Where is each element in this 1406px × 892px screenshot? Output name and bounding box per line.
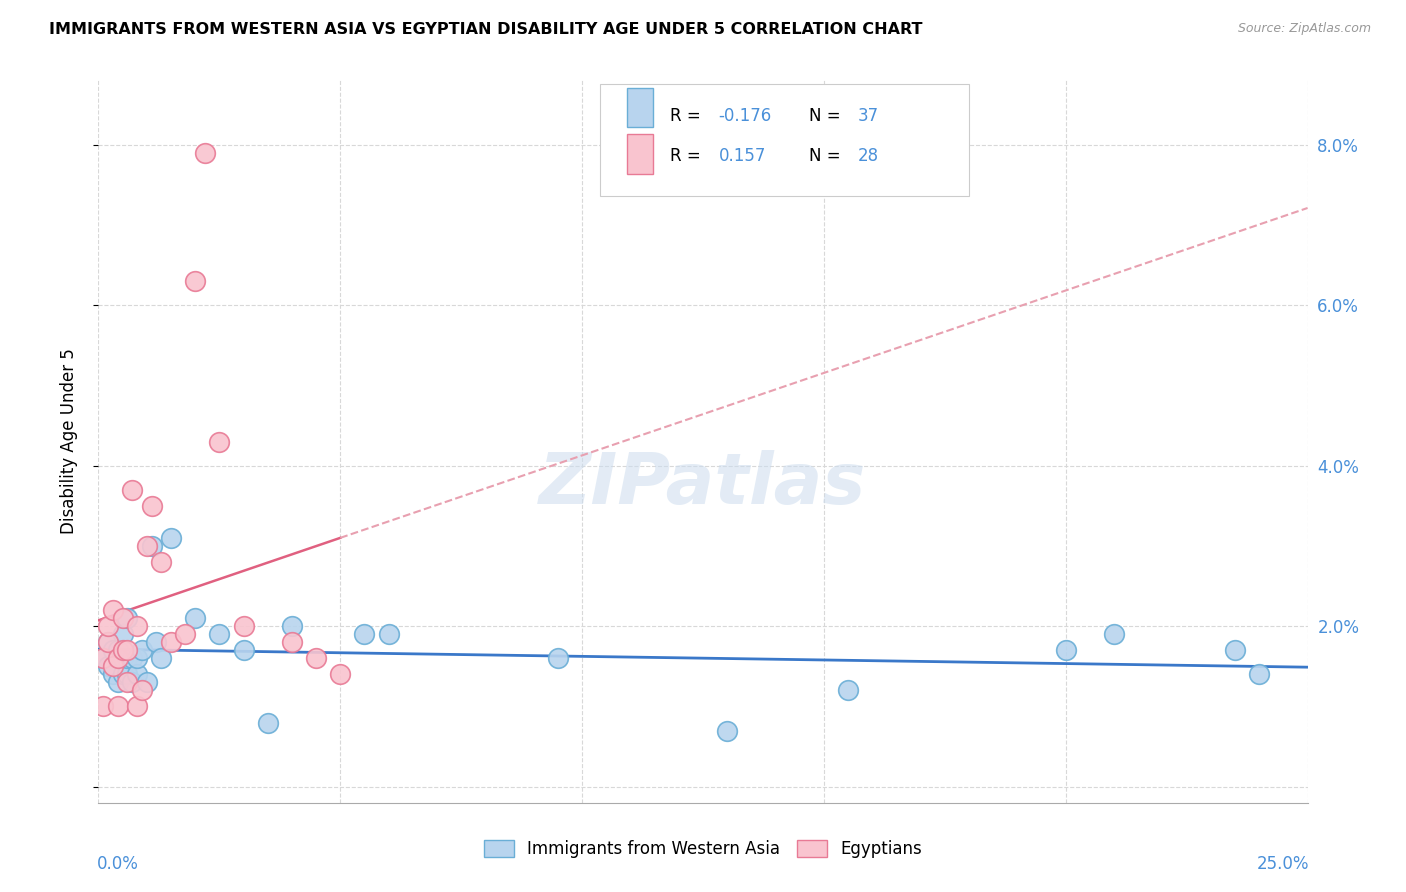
- Point: [117, 675, 139, 690]
- Point: [353, 627, 375, 641]
- Text: 25.0%: 25.0%: [1257, 855, 1309, 872]
- Point: [184, 611, 207, 625]
- Point: [101, 667, 124, 681]
- Point: [174, 627, 197, 641]
- Point: [121, 483, 143, 497]
- Point: [131, 683, 153, 698]
- Point: [91, 651, 114, 665]
- Text: -0.176: -0.176: [718, 107, 772, 125]
- Point: [256, 715, 278, 730]
- Point: [377, 627, 399, 641]
- FancyBboxPatch shape: [627, 135, 654, 174]
- Point: [208, 434, 231, 449]
- Point: [101, 603, 124, 617]
- Point: [117, 611, 139, 625]
- Point: [329, 667, 352, 681]
- Point: [107, 699, 129, 714]
- Point: [150, 651, 173, 665]
- Point: [184, 274, 207, 288]
- Point: [101, 643, 124, 657]
- Point: [160, 531, 183, 545]
- Point: [127, 619, 149, 633]
- Point: [107, 643, 129, 657]
- Point: [127, 699, 149, 714]
- Point: [141, 499, 163, 513]
- Point: [97, 635, 120, 649]
- Text: 0.157: 0.157: [718, 147, 766, 165]
- Text: IMMIGRANTS FROM WESTERN ASIA VS EGYPTIAN DISABILITY AGE UNDER 5 CORRELATION CHAR: IMMIGRANTS FROM WESTERN ASIA VS EGYPTIAN…: [49, 22, 922, 37]
- Point: [1249, 667, 1271, 681]
- Point: [101, 659, 124, 673]
- Point: [194, 145, 217, 160]
- Point: [135, 675, 157, 690]
- Text: R =: R =: [671, 107, 706, 125]
- Point: [127, 667, 149, 681]
- Text: N =: N =: [810, 107, 846, 125]
- Point: [107, 651, 129, 665]
- Point: [97, 635, 120, 649]
- Point: [281, 619, 304, 633]
- Point: [121, 675, 143, 690]
- FancyBboxPatch shape: [600, 84, 969, 196]
- Text: 37: 37: [858, 107, 879, 125]
- Point: [111, 667, 134, 681]
- Point: [232, 619, 254, 633]
- Point: [127, 651, 149, 665]
- Point: [117, 651, 139, 665]
- Point: [208, 627, 231, 641]
- Point: [547, 651, 569, 665]
- Point: [97, 619, 120, 633]
- Point: [117, 643, 139, 657]
- Point: [111, 611, 134, 625]
- Point: [145, 635, 167, 649]
- Text: 28: 28: [858, 147, 879, 165]
- Point: [131, 643, 153, 657]
- Text: Source: ZipAtlas.com: Source: ZipAtlas.com: [1237, 22, 1371, 36]
- Point: [111, 627, 134, 641]
- Point: [716, 723, 738, 738]
- Point: [107, 675, 129, 690]
- FancyBboxPatch shape: [627, 87, 654, 128]
- Point: [97, 659, 120, 673]
- Point: [141, 539, 163, 553]
- Point: [135, 539, 157, 553]
- Point: [111, 643, 134, 657]
- Point: [121, 651, 143, 665]
- Point: [150, 555, 173, 569]
- Point: [91, 651, 114, 665]
- Point: [1054, 643, 1077, 657]
- Point: [160, 635, 183, 649]
- Point: [837, 683, 859, 698]
- Point: [305, 651, 328, 665]
- Y-axis label: Disability Age Under 5: Disability Age Under 5: [59, 349, 77, 534]
- Point: [1102, 627, 1125, 641]
- Text: R =: R =: [671, 147, 706, 165]
- Text: N =: N =: [810, 147, 846, 165]
- Text: 0.0%: 0.0%: [97, 855, 139, 872]
- Point: [232, 643, 254, 657]
- Point: [1223, 643, 1246, 657]
- Legend: Immigrants from Western Asia, Egyptians: Immigrants from Western Asia, Egyptians: [475, 832, 931, 867]
- Point: [281, 635, 304, 649]
- Text: ZIPatlas: ZIPatlas: [540, 450, 866, 519]
- Point: [91, 699, 114, 714]
- Point: [117, 667, 139, 681]
- Point: [111, 651, 134, 665]
